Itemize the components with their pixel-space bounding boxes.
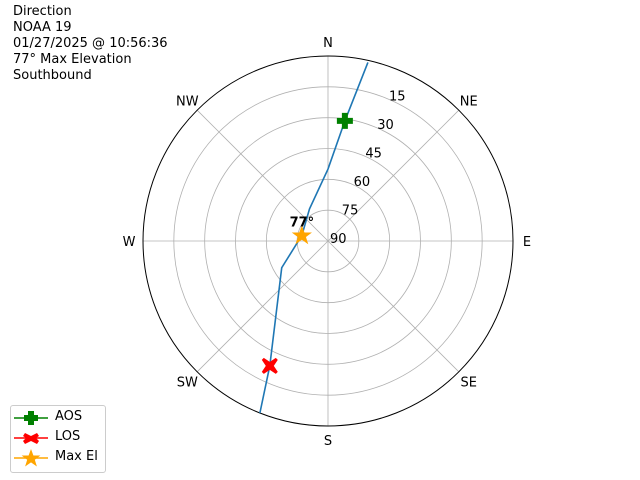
title-line: NOAA 19 — [13, 20, 72, 35]
title-line: Direction — [13, 4, 72, 19]
marker-aos — [336, 112, 353, 129]
legend-label: Max El — [55, 449, 98, 464]
title-line: Southbound — [13, 68, 92, 83]
radial-tick-label: 15 — [389, 90, 406, 105]
polar-frame — [142, 55, 514, 427]
angular-tick-label: SE — [460, 376, 476, 391]
legend-item-max-el: Max El — [11, 447, 105, 467]
chart-title: Direction NOAA 19 01/27/2025 @ 10:56:36 … — [13, 4, 168, 84]
legend-item-aos: AOS — [11, 407, 105, 427]
radial-tick-label: 30 — [377, 118, 394, 133]
radial-tick-label: 75 — [342, 204, 359, 219]
plus-icon — [14, 411, 48, 425]
legend: AOS LOS Max El — [10, 405, 106, 473]
angular-tick-label: NE — [460, 94, 478, 109]
angular-tick-label: SW — [177, 376, 198, 391]
title-line: 01/27/2025 @ 10:56:36 — [13, 36, 168, 51]
title-line: 77° Max Elevation — [13, 52, 132, 67]
legend-item-los: LOS — [11, 427, 105, 447]
angular-gridline — [327, 109, 460, 242]
angular-gridline — [327, 240, 460, 373]
angular-gridline — [196, 240, 329, 373]
marker-max-el — [291, 225, 312, 245]
legend-label: LOS — [55, 429, 81, 444]
x-icon — [14, 433, 48, 444]
angular-tick-label: NW — [176, 94, 199, 109]
star-icon — [14, 449, 48, 467]
angular-tick-label: E — [523, 235, 531, 250]
angular-tick-label: W — [123, 235, 136, 250]
radial-tick-label: 45 — [365, 147, 382, 162]
max-elevation-annotation: 77° — [290, 215, 315, 230]
track-line — [259, 62, 369, 414]
legend-label: AOS — [55, 409, 83, 424]
marker-los — [261, 357, 278, 374]
radial-tick-label: 90 — [330, 232, 347, 247]
radial-tick-label: 60 — [354, 175, 371, 190]
angular-tick-label: S — [324, 434, 332, 449]
angular-tick-label: N — [323, 36, 333, 51]
